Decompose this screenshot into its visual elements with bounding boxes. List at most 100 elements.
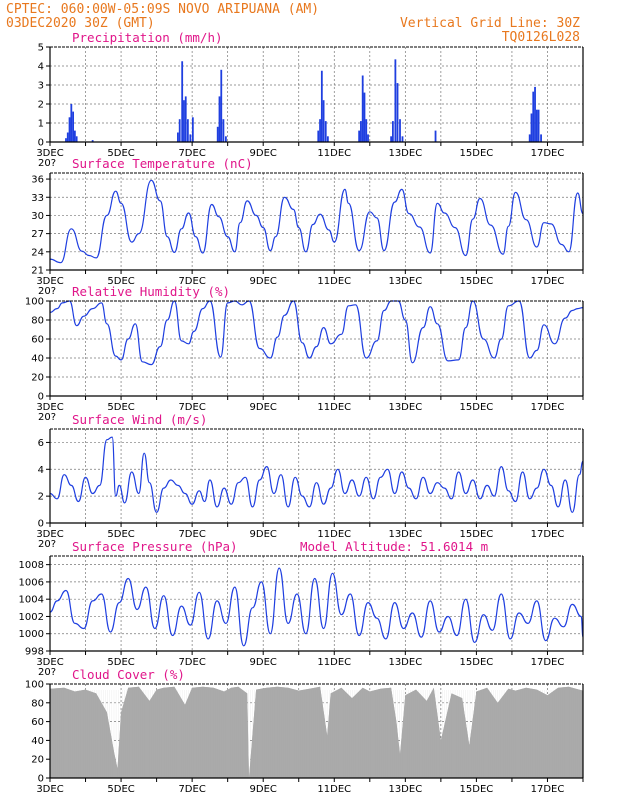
precip-bar xyxy=(390,136,393,142)
x-tick-label: 9DEC xyxy=(250,148,277,159)
x-tick-label: 17DEC xyxy=(531,276,565,287)
y-tick-label: 33 xyxy=(31,193,44,204)
x-tick-label: 15DEC xyxy=(460,402,494,413)
header-gridline: Vertical Grid Line: 30Z xyxy=(400,16,580,31)
x-tick-label: 3DEC xyxy=(36,276,63,287)
precip-bar xyxy=(326,136,329,142)
series-line xyxy=(49,436,584,513)
x-tick-label: 13DEC xyxy=(388,784,422,795)
precip-bar xyxy=(189,134,192,142)
x-year-label: 20? xyxy=(38,158,56,169)
y-tick-label: 24 xyxy=(31,247,44,258)
y-tick-label: 100 xyxy=(25,680,44,691)
y-tick-label: 21 xyxy=(31,266,44,277)
precip-bar xyxy=(535,109,538,142)
x-tick-label: 3DEC xyxy=(36,148,63,159)
y-tick-label: 1004 xyxy=(19,595,44,606)
panels: Precipitation (mm/h) 0 1 2 3 4 5 3DEC 5DEC 7DEC 9D… xyxy=(19,30,584,795)
x-year-label: 20? xyxy=(38,539,56,550)
y-tick-label: 40 xyxy=(31,354,44,365)
x-tick-label: 9DEC xyxy=(250,784,277,795)
precip-bar xyxy=(396,83,399,142)
x-tick-label: 5DEC xyxy=(107,657,134,668)
precip-bar xyxy=(319,119,321,142)
precip-bar xyxy=(68,117,71,142)
precip-bar xyxy=(181,61,184,142)
x-tick-label: 13DEC xyxy=(388,402,422,413)
x-tick-label: 13DEC xyxy=(388,529,422,540)
y-tick-label: 1006 xyxy=(19,577,44,588)
x-tick-label: 5DEC xyxy=(107,402,134,413)
y-tick-label: 1000 xyxy=(19,629,44,640)
y-tick-label: 100 xyxy=(25,297,44,308)
x-tick-label: 5DEC xyxy=(107,784,134,795)
x-tick-label: 15DEC xyxy=(460,276,494,287)
precip-bar xyxy=(394,59,397,142)
y-tick-label: 30 xyxy=(31,211,44,222)
y-tick-label: 5 xyxy=(38,43,44,54)
precip-bar xyxy=(358,130,361,142)
y-tick-label: 4 xyxy=(38,62,44,73)
precip-bar xyxy=(532,91,535,142)
precip-bar xyxy=(178,119,181,142)
precip-bar xyxy=(75,136,78,142)
precip-bar xyxy=(70,104,73,142)
precip-bar xyxy=(401,136,404,142)
x-tick-label: 3DEC xyxy=(36,529,63,540)
cloud-area-overlay xyxy=(50,686,583,778)
precip-bar xyxy=(191,117,194,142)
panel-1: Precipitation (mm/h) 0 1 2 3 4 5 3DEC 5DEC 7DEC 9D… xyxy=(36,30,584,169)
precip-bar xyxy=(399,119,401,142)
x-tick-label: 3DEC xyxy=(36,784,63,795)
x-tick-label: 7DEC xyxy=(178,784,205,795)
x-tick-label: 3DEC xyxy=(36,402,63,413)
y-tick-label: 4 xyxy=(38,465,44,476)
header-model: TQ0126L028 xyxy=(502,30,580,45)
precip-bar xyxy=(361,75,364,142)
precip-bar xyxy=(324,121,327,142)
precip-bar xyxy=(183,100,185,142)
precip-bar xyxy=(322,100,325,142)
x-tick-label: 13DEC xyxy=(388,657,422,668)
precip-bar xyxy=(537,109,540,142)
precip-bar xyxy=(218,96,221,142)
x-tick-label: 11DEC xyxy=(317,529,351,540)
panel-title: Surface Wind (m/s) xyxy=(72,412,207,427)
x-tick-label: 5DEC xyxy=(107,148,134,159)
precip-bar xyxy=(72,111,74,142)
precip-bar xyxy=(184,96,187,142)
x-tick-label: 11DEC xyxy=(317,148,351,159)
y-tick-label: 6 xyxy=(38,438,44,449)
panel-2: Surface Temperature (nC) 21 24 27 30 33 36 3DEC… xyxy=(31,156,584,297)
x-tick-label: 9DEC xyxy=(250,402,277,413)
y-tick-label: 1008 xyxy=(19,560,44,571)
y-tick-label: 27 xyxy=(31,229,44,240)
precip-bar xyxy=(220,69,223,142)
x-tick-label: 7DEC xyxy=(178,276,205,287)
y-tick-label: 40 xyxy=(31,736,44,747)
panel-4: Surface Wind (m/s) 0 2 4 6 3DEC 5DEC 7DEC 9DEC 11… xyxy=(36,412,584,550)
precip-bar xyxy=(216,126,219,142)
panel-title: Surface Pressure (hPa) xyxy=(72,539,238,554)
x-tick-label: 17DEC xyxy=(531,148,565,159)
precip-bar xyxy=(391,121,394,142)
y-tick-label: 20 xyxy=(31,755,44,766)
x-tick-label: 11DEC xyxy=(317,276,351,287)
precip-bar xyxy=(91,140,94,142)
y-tick-label: 1002 xyxy=(19,612,44,623)
y-tick-label: 80 xyxy=(31,316,44,327)
precip-bar xyxy=(224,136,227,142)
precip-bar xyxy=(73,130,76,142)
precip-bar xyxy=(320,70,323,142)
precip-bar xyxy=(360,121,362,142)
x-tick-label: 7DEC xyxy=(178,148,205,159)
x-tick-label: 9DEC xyxy=(250,529,277,540)
x-tick-label: 9DEC xyxy=(250,276,277,287)
x-tick-label: 17DEC xyxy=(531,402,565,413)
x-tick-label: 15DEC xyxy=(460,784,494,795)
x-tick-label: 15DEC xyxy=(460,148,494,159)
panel-title: Cloud Cover (%) xyxy=(72,667,185,682)
precip-bar xyxy=(65,138,67,142)
panel-6: Cloud Cover (%) 0 20 40 60 80 100 3DEC 5DEC 7DEC 9… xyxy=(25,667,584,795)
